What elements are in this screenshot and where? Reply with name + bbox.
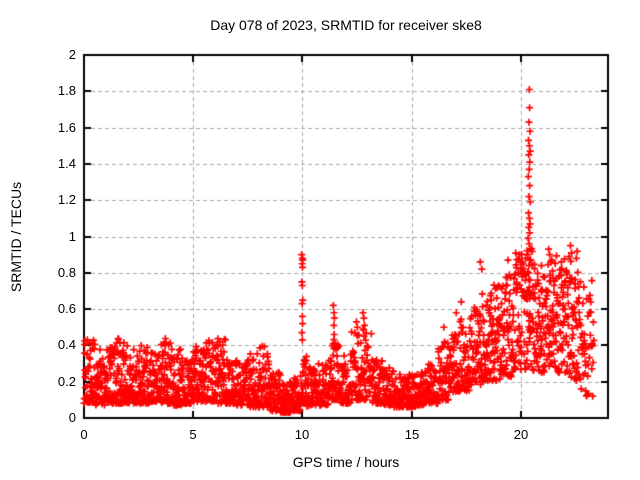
y-tick-label: 0.4 [57,337,76,352]
y-tick-label: 0.8 [57,265,76,280]
chart-title: Day 078 of 2023, SRMTID for receiver ske… [210,17,482,33]
y-tick-label: 1.8 [57,83,76,98]
y-tick-label: 1.6 [57,120,76,135]
y-tick-label: 2 [68,47,76,62]
x-tick-label: 15 [404,427,420,442]
x-tick-label: 0 [80,427,88,442]
y-tick-label: 0.2 [57,374,76,389]
y-tick-label: 1 [68,229,76,244]
x-tick-label: 20 [513,427,529,442]
y-tick-label: 1.4 [57,156,76,171]
x-axis-label: GPS time / hours [292,454,400,470]
x-tick-label: 5 [189,427,197,442]
y-tick-label: 0 [68,410,76,425]
y-tick-label: 1.2 [57,192,76,207]
y-tick-label: 0.6 [57,301,76,316]
x-tick-label: 10 [294,427,310,442]
